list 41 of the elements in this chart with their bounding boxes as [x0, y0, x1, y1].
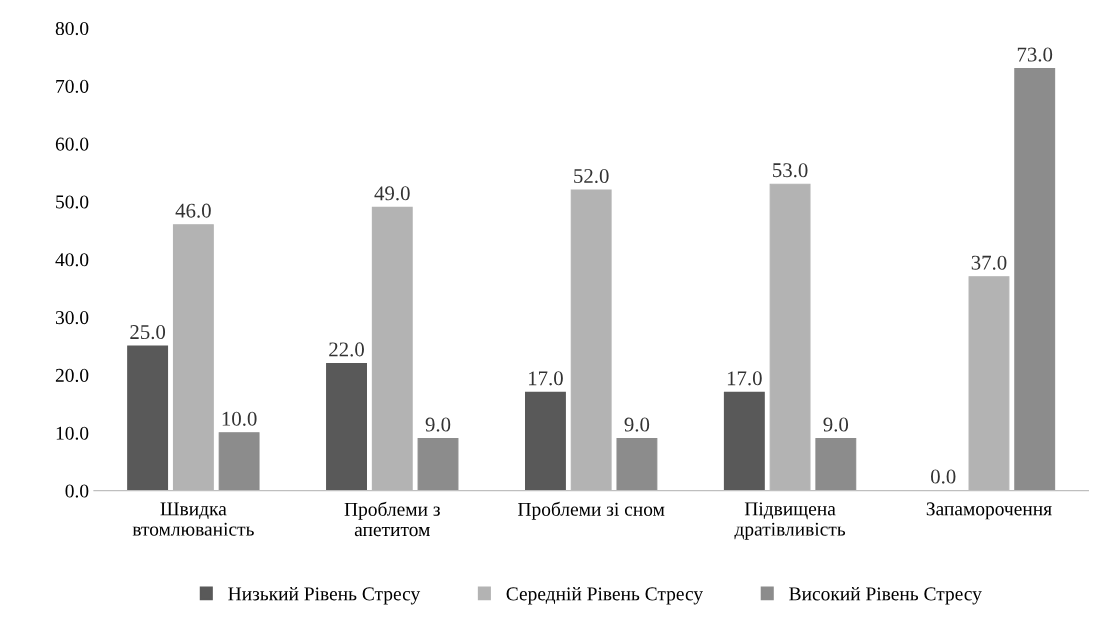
data-label: 22.0: [329, 342, 364, 357]
bar: [417, 438, 459, 491]
data-label: 46.0: [175, 203, 211, 218]
bar: [815, 438, 857, 491]
data-label: 10.0: [222, 411, 257, 426]
bar: [218, 432, 260, 491]
data-label: 9.0: [425, 417, 451, 432]
y-tick-label: 80.0: [55, 21, 89, 36]
data-label: 52.0: [574, 168, 609, 184]
y-tick-label: 60.0: [55, 137, 89, 151]
y-tick-label: 70.0: [56, 79, 89, 93]
y-tick-label: 0.0: [65, 484, 89, 498]
bar: [127, 345, 169, 491]
bar: [524, 391, 566, 491]
y-tick-label: 30.0: [55, 311, 89, 325]
data-label: 53.0: [773, 163, 808, 178]
data-label: 73.0: [1017, 47, 1053, 62]
x-tick-label: Швидка втомлюваність: [132, 502, 254, 536]
data-label: 0.0: [931, 469, 956, 484]
y-tick-label: 50.0: [56, 195, 89, 209]
data-label: 17.0: [727, 371, 762, 386]
data-label: 49.0: [374, 186, 410, 201]
y-tick-label: 40.0: [55, 253, 89, 267]
legend-label: Середній Рівень Стресу: [506, 586, 703, 605]
x-tick-label: Запаморочення: [926, 502, 1052, 520]
x-tick-label: Підвищена дратівливість: [734, 502, 846, 540]
data-label: 37.0: [971, 255, 1007, 270]
y-tick-label: 10.0: [56, 426, 89, 440]
bar: [723, 391, 765, 491]
x-tick-label: Проблеми з апетитом: [344, 501, 440, 537]
data-label: 9.0: [624, 417, 650, 432]
y-tick-label: 20.0: [55, 368, 89, 383]
legend-label: Низький Рівень Стресу: [228, 586, 421, 605]
data-label: 25.0: [130, 325, 166, 340]
legend-label: Високий Рівень Стресу: [789, 586, 982, 605]
data-label: 17.0: [529, 371, 563, 386]
bar: [326, 362, 367, 491]
bar: [1014, 68, 1056, 491]
bar: [616, 438, 658, 491]
x-tick-label: Проблеми зі сном: [518, 501, 665, 520]
data-label: 9.0: [823, 417, 849, 432]
